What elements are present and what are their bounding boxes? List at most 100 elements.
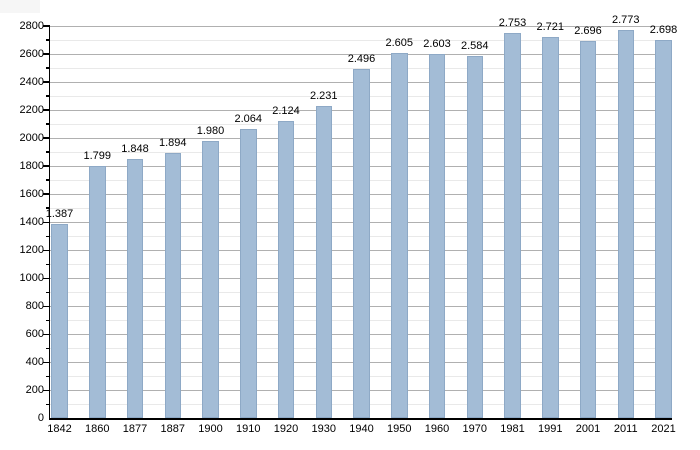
x-axis-label: 1930 [311, 422, 336, 435]
gridline-major [50, 53, 672, 55]
y-tick [46, 95, 50, 97]
y-axis-label: 1800 [19, 159, 44, 172]
bar-value-label: 1.848 [121, 143, 149, 156]
y-axis-label: 2400 [19, 75, 44, 88]
x-axis-label: 1900 [198, 422, 223, 435]
x-axis-label: 1991 [538, 422, 563, 435]
y-tick [43, 361, 50, 364]
x-axis-label: 1910 [236, 422, 261, 435]
bar [353, 68, 370, 419]
x-axis-label: 2001 [575, 422, 601, 435]
bar-value-label: 2.721 [536, 21, 565, 34]
bar [51, 224, 68, 419]
y-axis-label: 400 [25, 355, 44, 368]
bar-value-label: 2.698 [649, 24, 678, 37]
gridline-major [50, 25, 672, 27]
y-tick [43, 81, 50, 83]
bar-value-label: 2.605 [385, 37, 414, 50]
bar [240, 129, 257, 419]
x-axis-label: 1887 [160, 422, 185, 435]
x-axis-label: 1877 [122, 422, 148, 435]
bar [617, 29, 634, 419]
x-axis-label: 1860 [85, 422, 110, 435]
y-tick [43, 333, 50, 336]
y-axis-label: 1600 [19, 187, 44, 200]
y-axis-label: 1400 [19, 215, 44, 228]
y-tick [46, 347, 50, 350]
y-tick [46, 179, 50, 181]
y-tick [43, 389, 50, 392]
y-axis-label: 2000 [19, 131, 44, 144]
bar-value-label: 2.064 [234, 113, 263, 126]
gridline-minor [50, 39, 672, 41]
y-tick [46, 319, 50, 322]
x-axis-line [48, 417, 672, 420]
y-tick [43, 277, 50, 280]
y-tick [46, 67, 50, 69]
bar [89, 166, 106, 419]
y-axis-line [48, 26, 50, 420]
bar-value-label: 1.387 [45, 208, 74, 221]
bar-value-label: 2.696 [574, 24, 602, 37]
y-tick [43, 25, 50, 27]
y-axis-label: 1200 [19, 243, 44, 256]
y-axis-label: 2600 [19, 47, 44, 60]
bar-value-label: 2.124 [272, 104, 300, 117]
y-axis-label: 800 [25, 299, 44, 312]
x-axis-label: 1950 [387, 422, 412, 435]
bar-value-label: 2.231 [309, 89, 338, 102]
x-axis-label: 1960 [424, 422, 450, 435]
y-axis-label: 1000 [19, 271, 44, 284]
y-tick [43, 249, 50, 252]
x-axis-label: 1920 [273, 422, 299, 435]
bar-value-label: 1.894 [158, 137, 187, 149]
y-tick [43, 137, 50, 139]
y-tick [46, 151, 50, 153]
y-tick [43, 109, 50, 111]
y-tick [43, 193, 50, 195]
bar [655, 40, 672, 419]
x-axis-label: 1981 [500, 422, 525, 435]
bar [164, 153, 181, 419]
bar [579, 40, 597, 419]
bar-value-label: 1.799 [83, 150, 112, 163]
y-axis-label: 0 [37, 412, 44, 424]
y-tick [46, 263, 50, 266]
bar [202, 140, 219, 419]
y-axis-label: 600 [25, 327, 44, 340]
y-axis-label: 2800 [19, 19, 44, 32]
y-tick [43, 221, 50, 223]
bar-value-label: 2.496 [347, 52, 376, 65]
y-tick [43, 165, 50, 167]
y-tick [46, 375, 50, 378]
bar [542, 37, 559, 419]
y-tick [46, 291, 50, 294]
bar [504, 32, 521, 419]
bar [315, 105, 332, 419]
y-tick [46, 39, 50, 41]
y-tick [46, 235, 50, 238]
x-axis-label: 2021 [651, 422, 676, 435]
y-tick [46, 123, 50, 125]
bar-value-label: 2.773 [611, 13, 640, 26]
bar-value-label: 2.584 [460, 40, 489, 53]
bar [277, 120, 295, 419]
x-axis-label: 1940 [349, 422, 374, 435]
gridline-minor [50, 67, 672, 69]
bar [126, 159, 144, 419]
y-tick [43, 305, 50, 308]
bar [391, 53, 408, 419]
bar [428, 53, 446, 419]
y-axis-label: 200 [25, 383, 44, 396]
bar [466, 56, 483, 419]
y-tick [46, 207, 50, 209]
bar-value-label: 2.753 [498, 16, 527, 29]
x-axis-label: 1842 [47, 422, 72, 435]
corner-artifact [0, 0, 40, 13]
y-tick [46, 403, 50, 406]
y-tick [43, 53, 50, 55]
x-axis-label: 1970 [462, 422, 487, 435]
x-axis-label: 2011 [613, 422, 638, 435]
bar-value-label: 2.603 [423, 37, 451, 50]
